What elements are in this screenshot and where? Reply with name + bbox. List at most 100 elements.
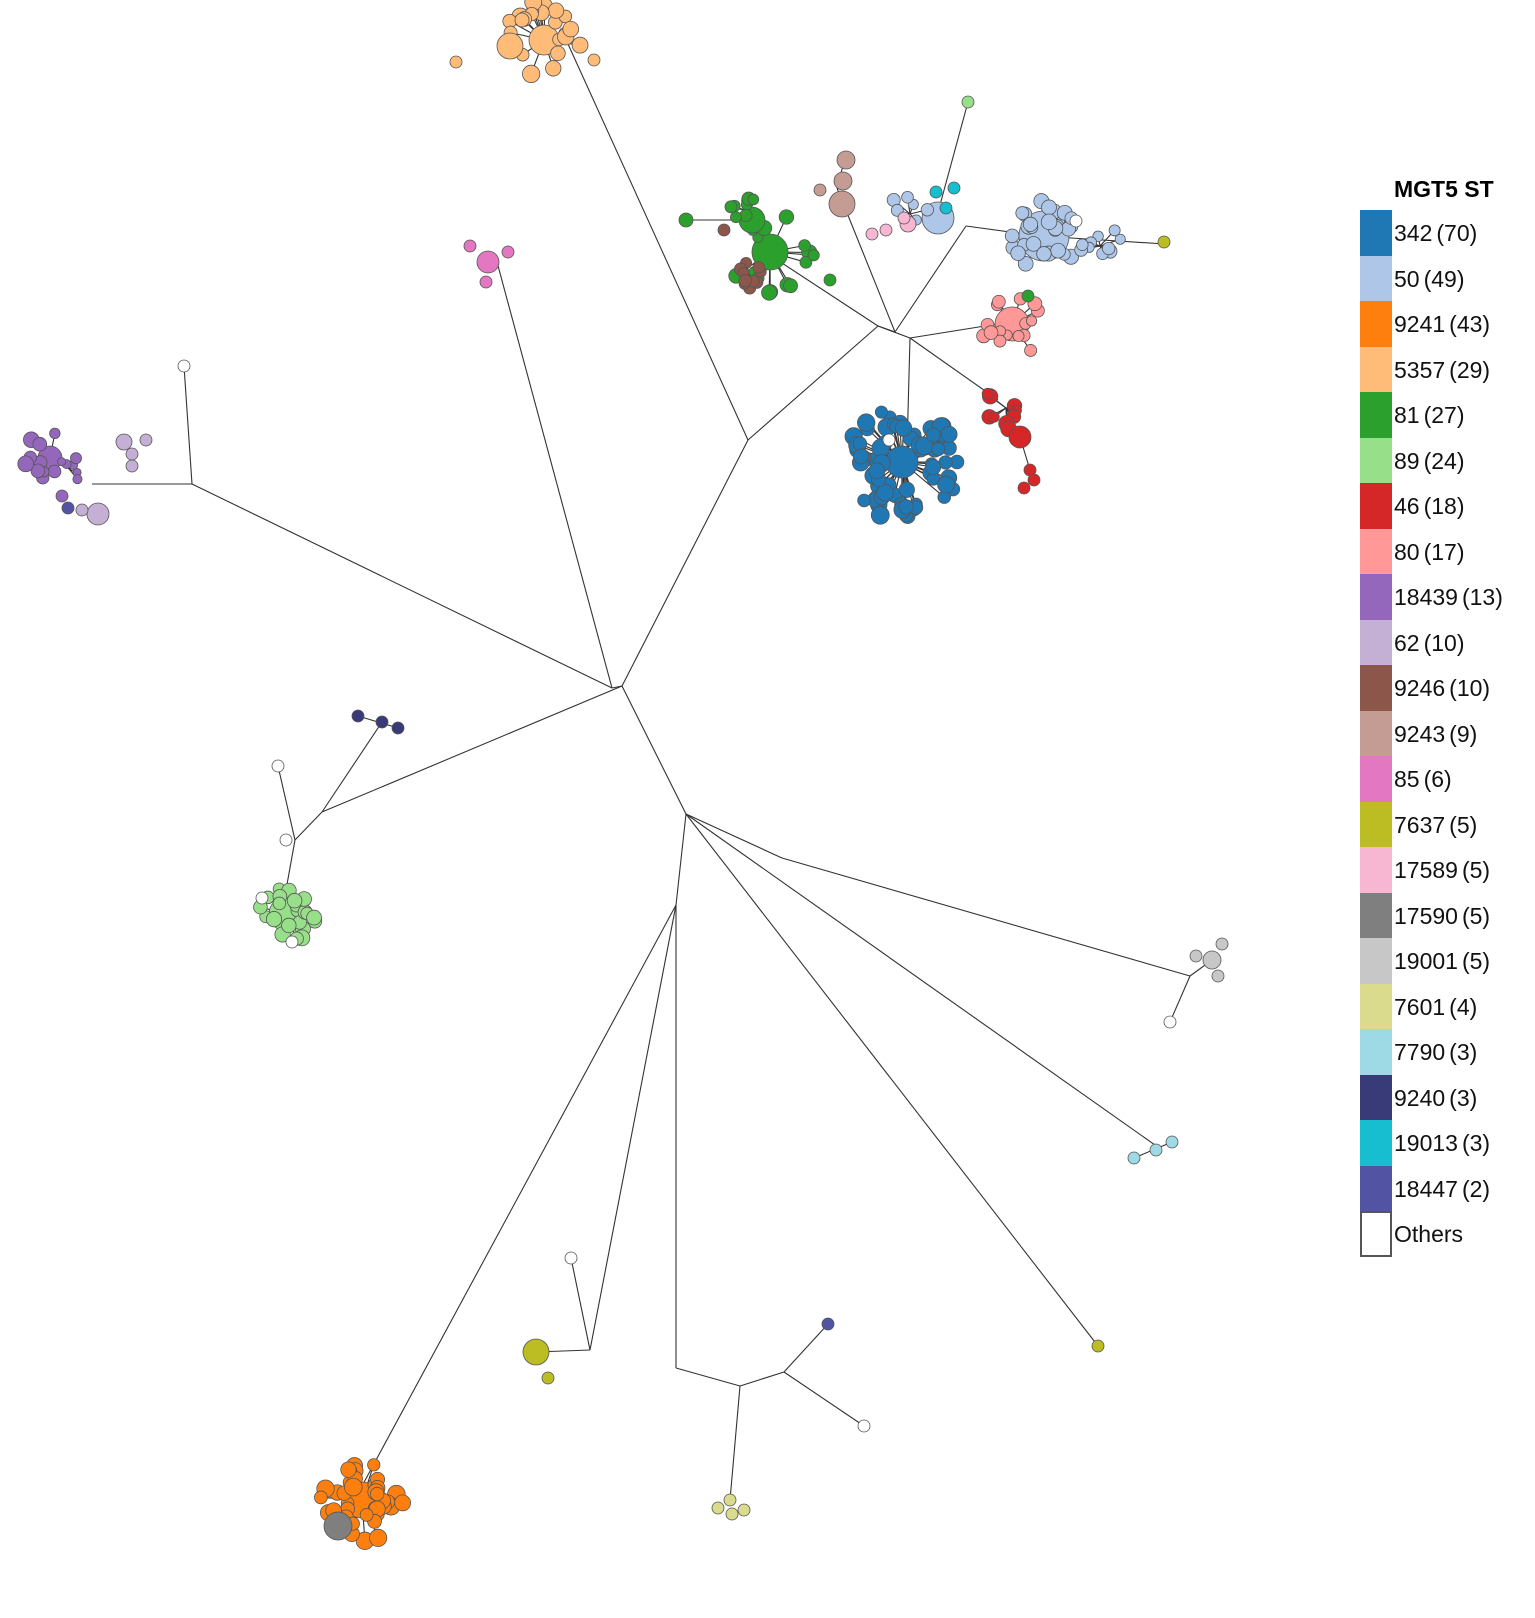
legend-item-20: 19013 (3) (1360, 1120, 1530, 1166)
node-st-9243 (813, 183, 827, 197)
legend-label: 19013 (3) (1394, 1130, 1490, 1157)
legend-label: 7637 (5) (1394, 812, 1477, 839)
legend-st: 9241 (1394, 311, 1446, 337)
legend-item-17: 7601 (4) (1360, 983, 1530, 1030)
tree-edge (1169, 975, 1191, 1023)
legend-swatch (1360, 301, 1392, 347)
node-st-89 (272, 896, 287, 911)
legend-item-10: 9246 (10) (1360, 665, 1530, 711)
legend-swatch (1360, 756, 1392, 802)
legend-st: 7601 (1394, 993, 1446, 1020)
tree-edge (877, 325, 911, 339)
legend-count: (2) (1461, 1175, 1491, 1202)
node-st-342 (898, 499, 914, 515)
node-st-50 (1114, 233, 1126, 245)
legend-item-18: 7790 (3) (1360, 1029, 1530, 1075)
node-st-50 (1004, 228, 1020, 244)
node-st-9243 (836, 150, 856, 170)
node-st-Others (279, 833, 293, 847)
legend-label: 9241 (43) (1394, 311, 1490, 338)
node-st-17589 (879, 223, 893, 237)
legend-count: (5) (1461, 948, 1491, 974)
node-st-17589 (865, 227, 879, 241)
legend-count: (18) (1423, 493, 1465, 519)
legend-item-8: 18439 (13) (1360, 574, 1530, 620)
legend-label: 19001 (5) (1394, 948, 1490, 975)
legend-label: 80 (17) (1394, 539, 1465, 566)
legend-swatch (1360, 1120, 1392, 1166)
legend-label: 18447 (2) (1394, 1176, 1490, 1203)
node-st-Others (1069, 214, 1083, 228)
node-st-Others (271, 759, 285, 773)
node-st-9241 (369, 1528, 388, 1547)
tree-edge (191, 483, 613, 689)
node-st-80 (1024, 344, 1038, 357)
node-st-9241 (370, 1486, 385, 1502)
node-st-18447 (61, 501, 75, 515)
node-st-62 (75, 503, 89, 517)
legend-item-11: 9243 (9) (1360, 710, 1530, 757)
node-st-18439 (55, 489, 69, 503)
tree-edge (294, 811, 323, 841)
legend-count: (13) (1461, 584, 1503, 610)
node-st-9240 (375, 715, 389, 729)
legend-label: 9240 (3) (1394, 1085, 1477, 1112)
node-st-18439 (47, 464, 62, 479)
tree-edge (589, 904, 677, 1351)
node-st-80 (1026, 315, 1038, 327)
legend-swatch (1360, 1074, 1392, 1121)
legend-st: 19013 (1394, 1130, 1458, 1156)
legend-label: 5357 (29) (1394, 357, 1490, 384)
node-st-81 (678, 212, 694, 228)
legend-label: 7601 (4) (1394, 994, 1477, 1021)
tree-edge (277, 765, 296, 841)
legend-count: (10) (1423, 629, 1465, 656)
legend-st: 62 (1394, 629, 1420, 656)
node-st-81 (747, 193, 760, 206)
node-st-9246 (717, 223, 731, 237)
node-st-46 (981, 387, 994, 400)
legend-count: (43) (1449, 311, 1491, 337)
node-st-46 (1027, 473, 1041, 487)
node-st-9243 (833, 171, 853, 191)
legend-st: 9243 (1394, 720, 1446, 747)
node-st-Others (564, 1251, 578, 1265)
node-st-Others (857, 1419, 871, 1433)
node-st-80 (1012, 330, 1025, 342)
node-st-9241 (394, 1494, 412, 1512)
node-st-9241 (367, 1458, 381, 1472)
legend-count: (49) (1423, 265, 1465, 292)
legend-swatch (1360, 392, 1392, 438)
node-st-9241 (359, 1508, 374, 1522)
node-st-Others (285, 935, 299, 949)
tree-edge (285, 839, 296, 891)
node-st-Others (177, 359, 191, 373)
node-st-62 (86, 502, 110, 526)
legend-count: (17) (1423, 538, 1465, 565)
node-st-19001 (1211, 969, 1225, 983)
legend-label: 17590 (5) (1394, 903, 1490, 930)
node-st-46 (988, 411, 1000, 423)
node-st-46 (1008, 425, 1032, 449)
node-st-46 (1017, 481, 1031, 495)
legend-swatch-others (1360, 1211, 1392, 1257)
tree-edge (567, 43, 749, 441)
tree-edge (894, 225, 967, 333)
legend-item-21: 18447 (2) (1360, 1165, 1530, 1212)
node-st-7637 (522, 1338, 550, 1366)
node-st-7637 (1091, 1339, 1105, 1353)
tree-edge (183, 365, 193, 485)
node-st-9241 (340, 1461, 357, 1478)
legend-label: 18439 (13) (1394, 584, 1503, 611)
legend-st: 80 (1394, 538, 1420, 565)
legend-item-0: 342 (70) (1360, 210, 1530, 256)
node-st-50 (1041, 199, 1057, 216)
legend-item-others: Others (1360, 1211, 1530, 1257)
node-st-7601 (723, 1493, 737, 1507)
legend-item-16: 19001 (5) (1360, 938, 1530, 984)
legend-count: (9) (1449, 720, 1478, 747)
node-st-19001 (1189, 949, 1203, 963)
node-st-18447 (821, 1317, 835, 1331)
legend-swatch (1360, 1029, 1392, 1075)
node-st-18439 (70, 452, 82, 465)
